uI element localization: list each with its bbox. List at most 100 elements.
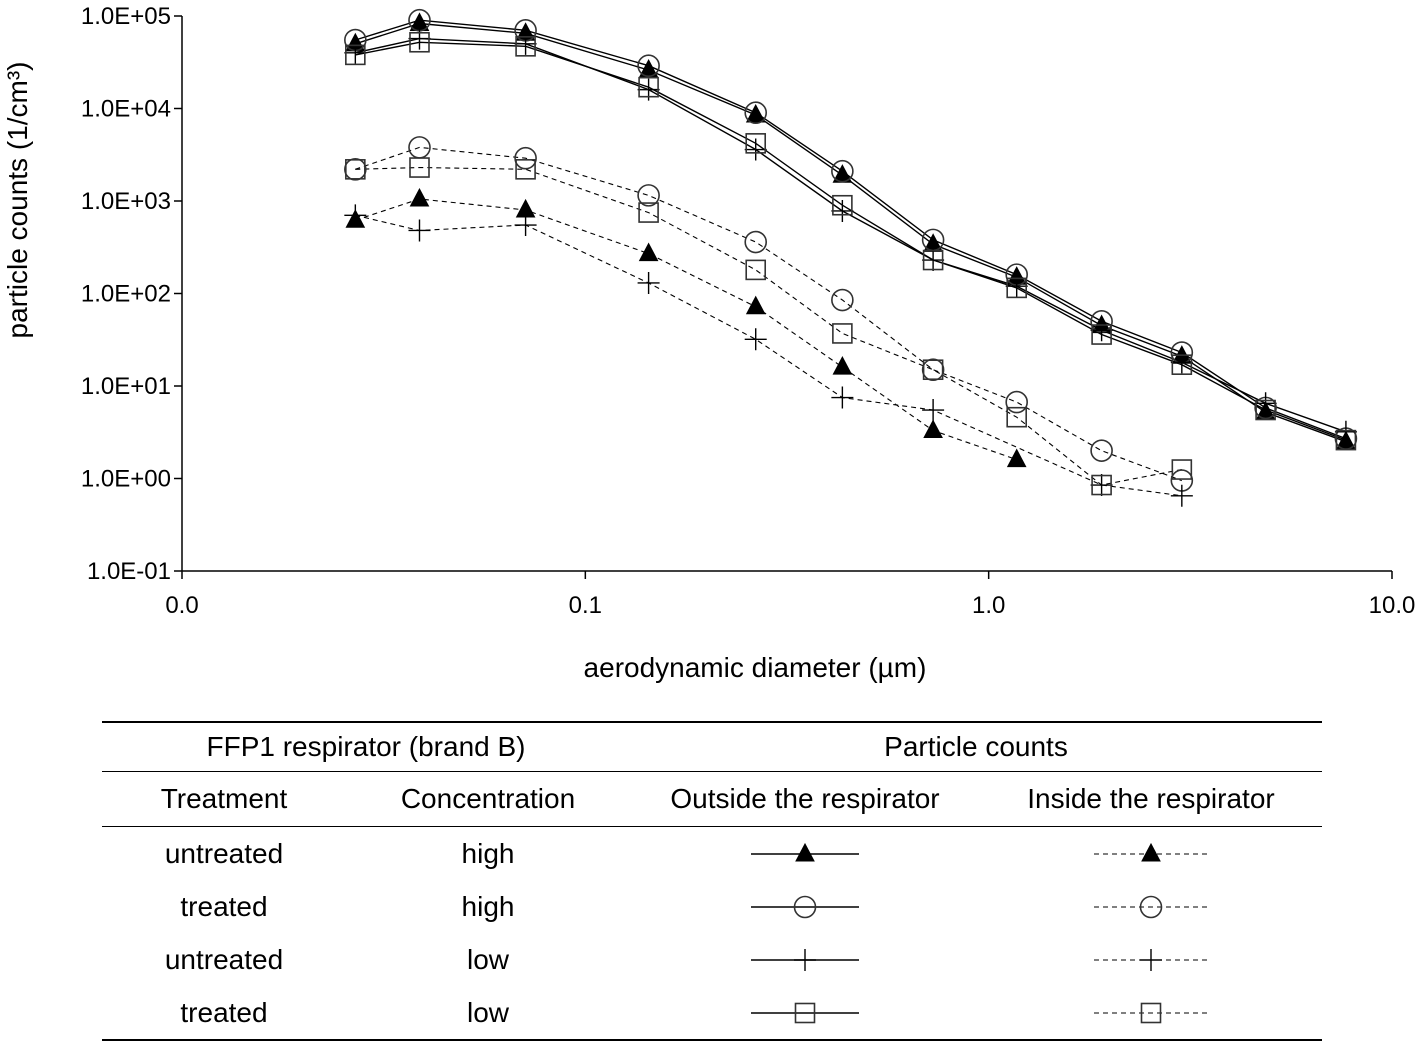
data-point-plus	[744, 138, 767, 161]
data-point-plus	[1170, 484, 1193, 507]
legend-treatment: treated	[180, 890, 268, 922]
y-tick-label: 1.0E+04	[81, 96, 171, 123]
data-point-square	[745, 259, 767, 281]
data-point-plus	[344, 204, 367, 227]
data-point-triangle	[1006, 448, 1027, 468]
legend-symbol-inside	[980, 880, 1322, 933]
data-point-plus	[1254, 392, 1277, 415]
legend-row: untreated low	[102, 933, 1322, 986]
data-point-square	[1006, 406, 1027, 428]
data-point-plus	[831, 386, 854, 409]
y-tick-label: 1.0E+01	[81, 373, 171, 400]
data-point-square	[638, 202, 659, 223]
series-line-out-treated-low	[355, 41, 1347, 441]
data-point-circle	[1005, 390, 1028, 414]
y-tick-label: 1.0E+05	[81, 3, 171, 30]
legend-treatment: untreated	[164, 943, 284, 975]
legend-concentration: low	[346, 986, 630, 1041]
data-point-plus	[922, 399, 945, 422]
data-point-circle	[744, 230, 768, 254]
data-point-triangle	[923, 419, 943, 439]
legend-concentration: high	[461, 837, 515, 869]
data-point-square	[515, 36, 536, 57]
data-point-triangle	[409, 187, 430, 207]
y-tick-label: 1.0E+03	[81, 188, 171, 215]
data-point-triangle	[745, 103, 766, 123]
data-point-circle	[921, 358, 945, 382]
data-point-square	[922, 359, 944, 381]
data-point-circle	[637, 54, 660, 78]
legend-concentration: high	[461, 890, 515, 922]
data-point-triangle	[832, 356, 853, 375]
legend-header-row: FFP1 respirator (brand B) Particle count…	[102, 721, 1322, 772]
x-tick-label: 0.0	[165, 592, 198, 619]
data-point-plus	[744, 328, 767, 351]
x-tick-label: 0.1	[569, 592, 602, 619]
legend-marker-square	[1140, 1002, 1162, 1023]
legend-symbol-outside	[630, 827, 980, 881]
data-point-circle	[637, 184, 660, 207]
legend-symbol-inside	[980, 986, 1322, 1041]
legend-marker-plus	[1140, 948, 1162, 971]
data-point-plus	[831, 199, 854, 222]
data-point-square	[1171, 354, 1193, 375]
legend-marker-square	[794, 1002, 816, 1023]
x-axis-title: aerodynamic diameter (µm)	[584, 652, 927, 683]
data-point-circle	[831, 288, 854, 312]
legend-row: treated high	[102, 880, 1322, 933]
axes: 1.0E-01 1.0E+00 1.0E+01 1.0E+02 1.0E+03 1.0E+…	[81, 3, 1415, 619]
data-point-square	[1091, 324, 1112, 345]
series-markers	[344, 8, 1358, 507]
legend-concentration: low	[466, 943, 509, 975]
data-point-triangle	[638, 242, 659, 262]
data-point-circle	[1090, 439, 1113, 462]
series-line-out-treated-high	[355, 19, 1347, 440]
data-point-plus	[408, 219, 431, 242]
series-lines	[355, 19, 1347, 497]
data-point-circle	[514, 146, 537, 170]
data-point-plus	[637, 271, 660, 294]
data-point-circle	[744, 101, 768, 125]
chart: 1.0E-01 1.0E+00 1.0E+01 1.0E+02 1.0E+03 1.0E+…	[2, 3, 1415, 683]
data-point-plus	[1334, 420, 1357, 443]
series-line-in-treated-low	[355, 166, 1182, 486]
legend-symbol-outside	[630, 880, 980, 933]
data-point-square	[409, 31, 430, 53]
legend-col-outside: Outside the respirator	[630, 771, 980, 827]
data-point-square	[345, 44, 366, 66]
legend-marker-circle	[793, 895, 817, 918]
legend-marker-triangle	[795, 842, 815, 861]
data-point-square	[638, 76, 659, 98]
series-line-out-untreated-high	[355, 22, 1347, 443]
legend-treatment: untreated	[164, 837, 284, 869]
series-line-in-treated-high	[355, 146, 1182, 482]
legend-marker-triangle	[1141, 842, 1161, 861]
data-point-square	[1171, 459, 1193, 480]
data-point-square	[515, 159, 536, 180]
legend-symbol-inside	[980, 827, 1322, 881]
legend-counts-header: Particle counts	[630, 721, 1322, 772]
data-point-circle	[344, 158, 367, 181]
data-point-square	[922, 249, 944, 271]
data-point-square	[832, 194, 853, 216]
data-point-square	[745, 133, 767, 154]
x-tick-label: 1.0	[972, 592, 1005, 619]
data-point-plus	[514, 214, 537, 237]
data-point-plus	[408, 27, 431, 50]
x-tick-label: 10.0	[1369, 592, 1416, 619]
data-point-circle	[831, 159, 854, 183]
y-tick-label: 1.0E+00	[81, 466, 171, 493]
series-line-in-untreated-high	[355, 198, 1017, 461]
legend-column-header-row: Treatment Concentration Outside the resp…	[102, 771, 1322, 827]
data-point-plus	[1090, 319, 1113, 342]
legend-treatment: treated	[102, 986, 346, 1041]
y-tick-label: 1.0E+02	[81, 281, 171, 308]
legend-row: treated low	[102, 986, 1322, 1041]
data-point-square	[1255, 399, 1276, 421]
legend-symbol-inside	[980, 933, 1322, 986]
data-point-plus	[1090, 474, 1113, 497]
legend-marker-circle	[1139, 895, 1163, 918]
legend-marker-plus	[794, 948, 816, 971]
y-tick-label: 1.0E-01	[87, 558, 171, 585]
legend-row: untreated high	[102, 827, 1322, 881]
